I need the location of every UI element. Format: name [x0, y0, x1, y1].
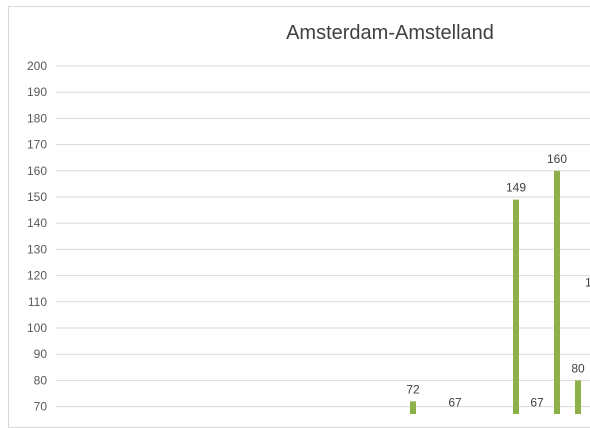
y-tick-label: 160 — [27, 164, 47, 178]
chart-title: Amsterdam-Amstelland — [286, 22, 494, 44]
bar — [410, 401, 416, 414]
y-tick-label: 170 — [27, 138, 47, 152]
y-tick-label: 130 — [27, 242, 47, 256]
data-label: 67 — [530, 395, 544, 409]
y-tick-label: 150 — [27, 190, 47, 204]
bar — [575, 380, 581, 414]
data-label: 149 — [506, 181, 526, 195]
data-label: 67 — [448, 395, 462, 409]
y-tick-label: 200 — [27, 59, 47, 73]
data-label: 80 — [571, 361, 585, 375]
y-tick-label: 70 — [34, 400, 48, 414]
data-label-partial: 1 — [585, 276, 590, 290]
bar — [554, 170, 560, 414]
y-tick-label: 190 — [27, 85, 47, 99]
bar-chart: 7080901001101201301401501601701801902007… — [27, 59, 590, 414]
y-tick-label: 180 — [27, 111, 47, 125]
y-tick-label: 80 — [34, 373, 48, 387]
y-tick-label: 140 — [27, 216, 47, 230]
chart-frame — [8, 6, 590, 428]
y-tick-label: 110 — [28, 295, 47, 309]
y-tick-label: 120 — [27, 269, 47, 283]
y-tick-label: 90 — [34, 347, 48, 361]
bar — [513, 199, 519, 414]
data-label: 160 — [547, 152, 567, 166]
y-tick-label: 100 — [27, 321, 47, 335]
data-label: 72 — [406, 382, 420, 396]
